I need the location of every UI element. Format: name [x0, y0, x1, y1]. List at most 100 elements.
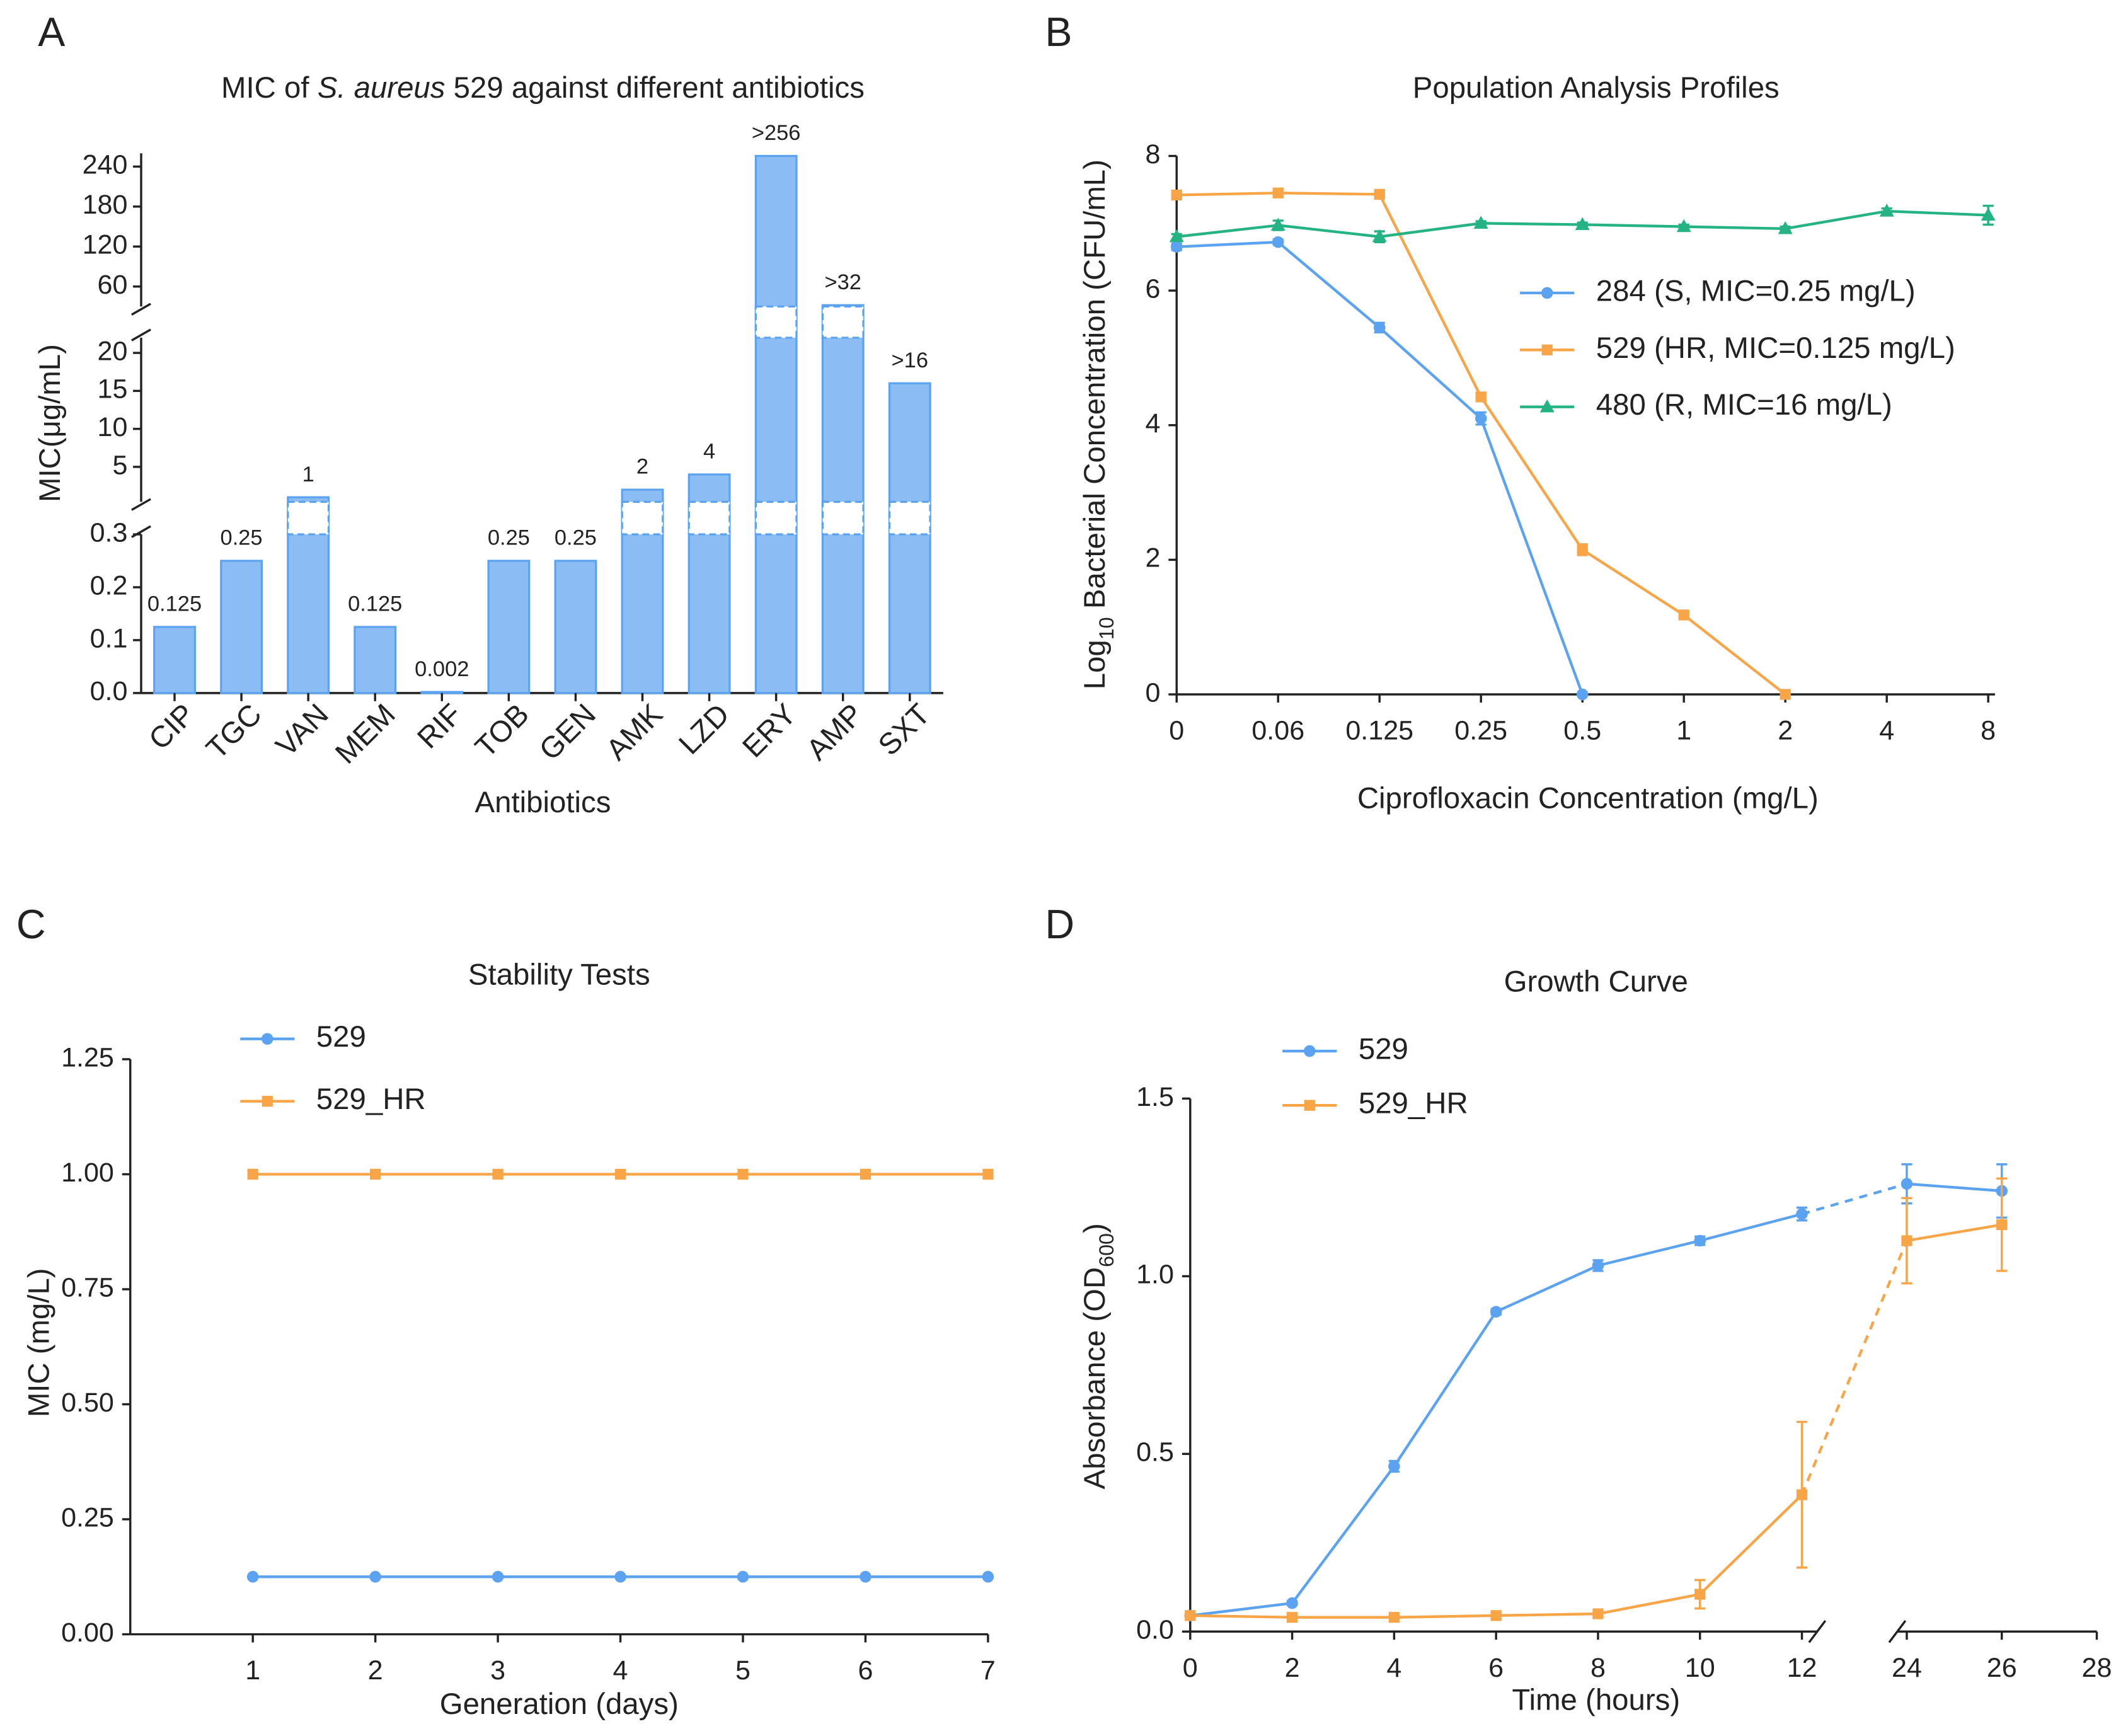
- bar: [821, 304, 865, 694]
- x-tick-label: AMP: [800, 698, 870, 767]
- x-tick-label: 12: [1787, 1653, 1817, 1683]
- marker: [492, 1168, 503, 1180]
- y-axis-label: Log10 Bacterial Concentration (CFU/mL): [1078, 159, 1118, 689]
- y-tick-label: 1.25: [61, 1042, 114, 1072]
- marker: [1592, 1260, 1604, 1272]
- bar: [220, 560, 263, 694]
- x-tick-label: 0.25: [1454, 716, 1507, 746]
- marker: [1374, 188, 1385, 200]
- axis-break: [131, 498, 151, 511]
- marker: [1901, 1235, 1912, 1246]
- y-tick-label: 180: [83, 190, 128, 220]
- bar: [888, 382, 931, 694]
- y-tick-label: 0: [1145, 677, 1160, 708]
- marker: [492, 1571, 504, 1583]
- y-tick-label: 0.00: [61, 1618, 114, 1648]
- marker: [1170, 241, 1183, 253]
- marker: [737, 1571, 749, 1583]
- y-tick-label: 0.2: [90, 570, 128, 601]
- marker: [1577, 544, 1588, 555]
- value-label: 1: [302, 463, 314, 486]
- axis-break-band: [821, 305, 865, 339]
- legend-label: 529_HR: [1359, 1087, 1468, 1120]
- y-tick-label: 0.75: [61, 1272, 114, 1302]
- x-tick-label: LZD: [672, 698, 736, 761]
- x-axis-label: Time (hours): [1512, 1684, 1680, 1717]
- x-tick-label: 1: [1676, 716, 1691, 746]
- x-tick-label: 6: [858, 1655, 873, 1686]
- marker: [614, 1571, 626, 1583]
- marker: [369, 1571, 381, 1583]
- value-label: 0.25: [488, 526, 530, 550]
- x-tick-label: 28: [2082, 1653, 2112, 1683]
- chart-title-part: S. aureus: [318, 71, 446, 105]
- legend-label: 529_HR: [316, 1083, 426, 1116]
- marker: [1694, 1589, 1706, 1600]
- marker: [1676, 219, 1691, 233]
- x-tick-label: 26: [1987, 1653, 2017, 1683]
- legend-label: 529 (HR, MIC=0.125 mg/L): [1596, 331, 1955, 365]
- bar: [487, 560, 531, 694]
- series-line-connector: [1800, 1240, 1908, 1495]
- x-tick-label: TOB: [469, 698, 536, 764]
- y-tick-label: 240: [83, 150, 128, 180]
- value-label: 0.002: [415, 657, 469, 681]
- marker: [1304, 1045, 1316, 1057]
- y-axis-label: MIC(μg/mL): [33, 344, 66, 502]
- legend-label: 529: [1359, 1033, 1408, 1066]
- marker: [1778, 221, 1793, 234]
- marker: [1286, 1597, 1298, 1609]
- marker: [737, 1168, 749, 1180]
- chart-title: Stability Tests: [468, 958, 650, 991]
- marker: [1473, 216, 1488, 229]
- value-label: >256: [752, 121, 801, 145]
- x-tick-label: AMK: [600, 698, 669, 767]
- value-label: 2: [636, 455, 648, 479]
- marker: [1304, 1100, 1315, 1111]
- chart-title-part: Growth Curve: [1504, 965, 1688, 998]
- value-label: 0.25: [555, 526, 597, 550]
- bar: [354, 626, 397, 694]
- axis-break-band: [888, 500, 931, 536]
- marker: [1475, 391, 1487, 403]
- marker: [247, 1168, 258, 1180]
- chart-title-part: 529 against different antibiotics: [445, 71, 864, 105]
- x-tick-label: 6: [1488, 1653, 1504, 1683]
- axis-break: [1888, 1620, 1907, 1643]
- y-axis-label-part: MIC(μg/mL): [33, 344, 66, 502]
- x-tick-label: 2: [368, 1655, 383, 1686]
- y-tick-label: 20: [98, 336, 128, 366]
- marker: [1541, 287, 1553, 299]
- marker: [1490, 1610, 1502, 1621]
- x-tick-label: 0: [1169, 716, 1184, 746]
- value-label: 4: [703, 440, 715, 464]
- value-label: 0.125: [348, 592, 402, 616]
- y-tick-label: 0.1: [90, 623, 128, 653]
- axis-break: [131, 302, 151, 316]
- x-axis-label: Generation (days): [440, 1687, 679, 1721]
- x-tick-label: 8: [1590, 1653, 1606, 1683]
- y-tick-label: 5: [112, 450, 127, 480]
- y-tick-label: 60: [98, 270, 128, 300]
- x-tick-label: 2: [1778, 716, 1793, 746]
- panel-label: D: [1045, 902, 1074, 947]
- marker: [246, 1571, 259, 1583]
- y-tick-label: 2: [1145, 543, 1160, 573]
- axis-break-band: [687, 500, 731, 536]
- y-axis-label-part: 10: [1095, 617, 1118, 640]
- x-tick-label: MEM: [329, 698, 402, 771]
- axis-break-band: [754, 500, 798, 536]
- axis-break-band: [621, 500, 664, 536]
- axis-break-band: [821, 500, 865, 536]
- marker: [860, 1168, 871, 1180]
- x-tick-label: RIF: [411, 698, 468, 755]
- y-tick-label: 0.3: [90, 517, 128, 548]
- bar: [420, 691, 464, 694]
- y-axis-label: MIC (mg/L): [22, 1268, 55, 1417]
- marker: [1576, 688, 1589, 701]
- marker: [860, 1571, 871, 1583]
- chart-title-part: Stability Tests: [468, 958, 650, 991]
- y-tick-label: 6: [1145, 274, 1160, 304]
- axis-break-band: [754, 305, 798, 339]
